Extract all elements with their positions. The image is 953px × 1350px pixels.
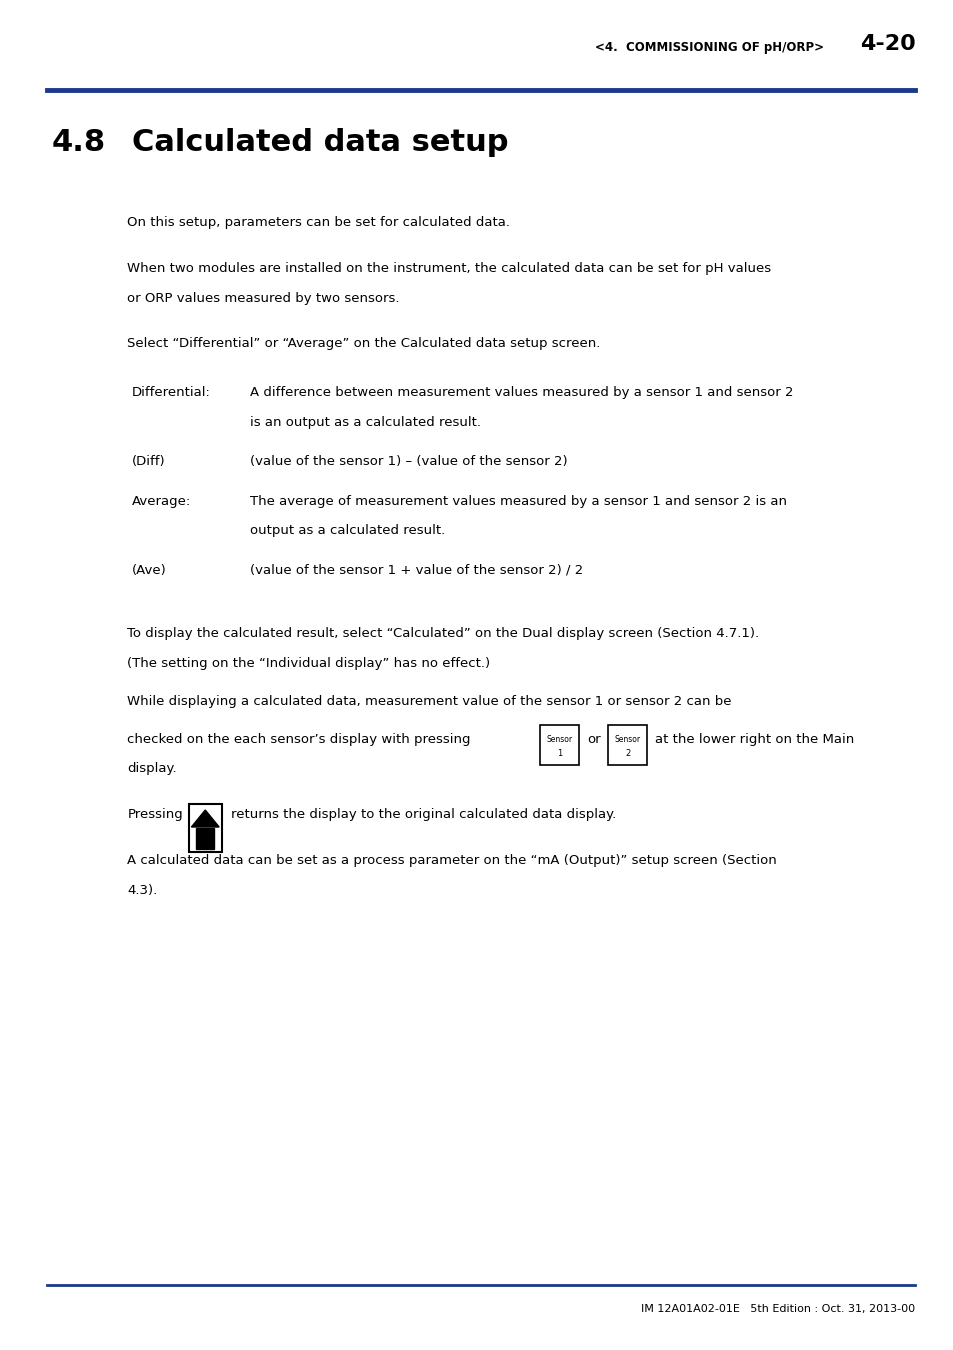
Text: (value of the sensor 1) – (value of the sensor 2): (value of the sensor 1) – (value of the … (250, 455, 567, 468)
Text: or: or (586, 733, 600, 745)
Text: 4.3).: 4.3). (128, 884, 157, 896)
FancyBboxPatch shape (196, 828, 214, 849)
Text: Sensor: Sensor (614, 734, 640, 744)
Text: at the lower right on the Main: at the lower right on the Main (655, 733, 853, 745)
Text: (Ave): (Ave) (132, 564, 167, 576)
Polygon shape (192, 810, 219, 828)
Text: On this setup, parameters can be set for calculated data.: On this setup, parameters can be set for… (128, 216, 510, 230)
Text: display.: display. (128, 763, 177, 775)
Text: returns the display to the original calculated data display.: returns the display to the original calc… (231, 809, 616, 821)
Text: 2: 2 (624, 748, 630, 757)
Text: A calculated data can be set as a process parameter on the “mA (Output)” setup s: A calculated data can be set as a proces… (128, 855, 777, 867)
Text: Pressing: Pressing (128, 809, 183, 821)
Text: A difference between measurement values measured by a sensor 1 and sensor 2: A difference between measurement values … (250, 386, 793, 400)
FancyBboxPatch shape (607, 725, 647, 765)
Text: Average:: Average: (132, 494, 192, 508)
Text: 4.8: 4.8 (51, 128, 106, 157)
Text: (value of the sensor 1 + value of the sensor 2) / 2: (value of the sensor 1 + value of the se… (250, 564, 582, 576)
Text: Select “Differential” or “Average” on the Calculated data setup screen.: Select “Differential” or “Average” on th… (128, 338, 600, 351)
Text: IM 12A01A02-01E   5th Edition : Oct. 31, 2013-00: IM 12A01A02-01E 5th Edition : Oct. 31, 2… (640, 1304, 915, 1314)
Text: 4-20: 4-20 (859, 34, 915, 54)
Text: checked on the each sensor’s display with pressing: checked on the each sensor’s display wit… (128, 733, 471, 745)
Text: (Diff): (Diff) (132, 455, 166, 468)
Text: or ORP values measured by two sensors.: or ORP values measured by two sensors. (128, 292, 399, 305)
Text: output as a calculated result.: output as a calculated result. (250, 524, 445, 537)
Text: When two modules are installed on the instrument, the calculated data can be set: When two modules are installed on the in… (128, 262, 771, 275)
Text: To display the calculated result, select “Calculated” on the Dual display screen: To display the calculated result, select… (128, 628, 759, 640)
Text: 1: 1 (557, 748, 561, 757)
Text: Sensor: Sensor (546, 734, 572, 744)
FancyBboxPatch shape (539, 725, 578, 765)
Text: Differential:: Differential: (132, 386, 211, 400)
Text: The average of measurement values measured by a sensor 1 and sensor 2 is an: The average of measurement values measur… (250, 494, 786, 508)
Text: is an output as a calculated result.: is an output as a calculated result. (250, 416, 480, 429)
Text: While displaying a calculated data, measurement value of the sensor 1 or sensor : While displaying a calculated data, meas… (128, 695, 731, 707)
Text: (The setting on the “Individual display” has no effect.): (The setting on the “Individual display”… (128, 657, 490, 670)
FancyBboxPatch shape (189, 805, 221, 852)
Text: <4.  COMMISSIONING OF pH/ORP>: <4. COMMISSIONING OF pH/ORP> (594, 40, 822, 54)
Text: Calculated data setup: Calculated data setup (132, 128, 508, 157)
